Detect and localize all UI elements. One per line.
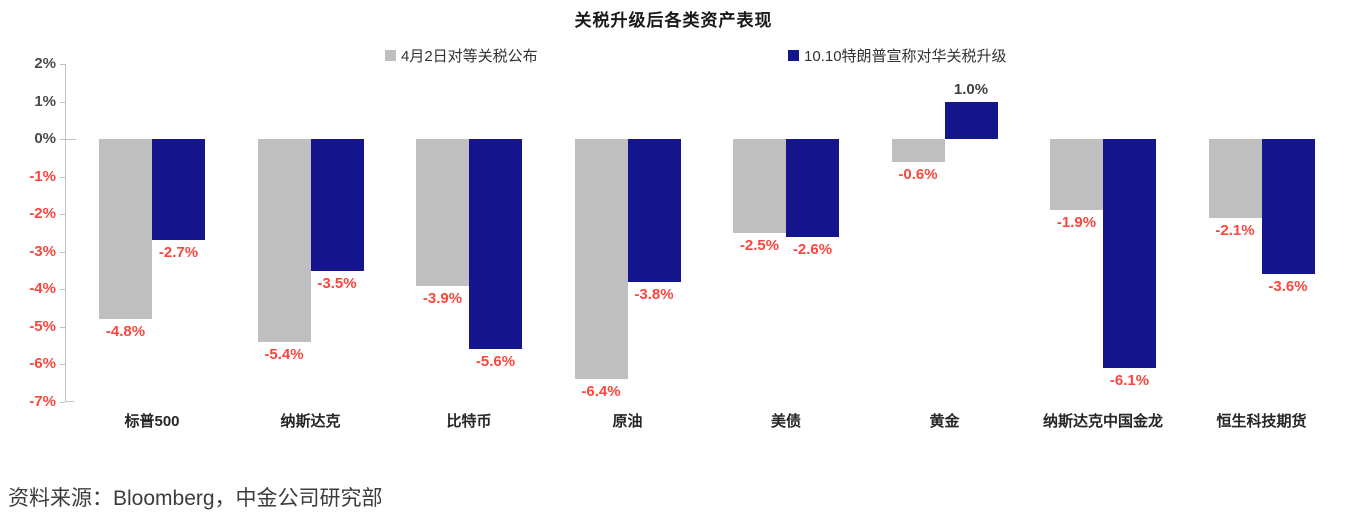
legend-item-april-tariff: 4月2日对等关税公布 [385, 45, 538, 66]
y-axis-tick [60, 289, 65, 291]
axis-bottom-stub [65, 400, 74, 402]
value-label: -2.7% [158, 244, 199, 262]
x-category-label: 原油 [612, 413, 643, 430]
legend-item-october-tariff: 10.10特朗普宣称对华关税升级 [788, 45, 1007, 66]
bar-april-tariff [257, 139, 311, 342]
value-label: -1.9% [1056, 214, 1097, 232]
y-tick-label: -3% [29, 242, 56, 260]
y-axis-tick [60, 364, 65, 366]
y-tick-label: -6% [29, 355, 56, 373]
y-axis-tick [60, 251, 65, 253]
value-label: -5.4% [264, 345, 304, 363]
y-axis-tick [60, 139, 65, 141]
source-note: 资料来源：Bloomberg，中金公司研究部 [8, 487, 383, 510]
bar-april-tariff [1208, 139, 1262, 218]
y-tick-label: -7% [29, 392, 56, 410]
bar-october-tariff [1103, 139, 1156, 369]
y-axis-tick [60, 176, 65, 178]
navy-legend-swatch-icon [788, 50, 799, 61]
zero-line-stub [66, 139, 76, 141]
value-label: -6.1% [1109, 372, 1150, 390]
x-category-label: 标普500 [124, 413, 180, 430]
bar-october-tariff [469, 139, 522, 350]
value-label: -2.1% [1215, 221, 1255, 239]
value-label: -3.5% [317, 274, 357, 292]
bar-october-tariff [1261, 139, 1315, 275]
value-label: -2.5% [739, 236, 780, 254]
bar-april-tariff [891, 139, 945, 162]
bar-october-tariff [786, 139, 839, 237]
x-category-label: 纳斯达克中国金龙 [1042, 413, 1163, 430]
y-axis-tick [60, 401, 65, 403]
x-category-label: 美债 [770, 413, 801, 430]
bar-october-tariff [627, 139, 681, 282]
value-label: -4.8% [105, 323, 146, 341]
y-axis-line [65, 64, 66, 402]
y-tick-label: 2% [34, 55, 56, 72]
x-category-label: 黄金 [929, 413, 960, 430]
y-tick-label: -1% [29, 167, 56, 185]
bar-april-tariff [574, 139, 628, 380]
chart-title: 关税升级后各类资产表现 [574, 11, 773, 30]
value-label: -3.9% [422, 289, 463, 307]
bar-october-tariff [944, 101, 998, 140]
bar-october-tariff [152, 139, 205, 241]
value-label: 1.0% [953, 80, 989, 98]
gray-legend-swatch-icon [385, 50, 396, 61]
y-axis-tick [60, 64, 65, 65]
y-tick-label: 0% [34, 130, 56, 148]
bar-april-tariff [416, 139, 469, 286]
bar-april-tariff [99, 139, 152, 320]
value-label: -5.6% [475, 353, 516, 371]
value-label: -3.6% [1268, 278, 1308, 296]
y-tick-label: -5% [29, 317, 56, 335]
x-category-label: 比特币 [446, 413, 492, 430]
value-label: -0.6% [898, 165, 938, 183]
y-axis-tick [60, 326, 65, 328]
bar-april-tariff [1050, 139, 1103, 211]
x-category-label: 纳斯达克 [280, 413, 341, 430]
y-tick-label: -2% [29, 205, 56, 223]
y-tick-label: -4% [29, 280, 56, 298]
legend-label: 4月2日对等关税公布 [401, 48, 538, 65]
y-axis-tick [60, 214, 65, 216]
legend-label: 10.10特朗普宣称对华关税升级 [804, 48, 1007, 65]
y-axis-tick [60, 101, 65, 103]
value-label: -6.4% [581, 383, 621, 401]
x-category-label: 恒生科技期货 [1216, 413, 1307, 430]
value-label: -2.6% [792, 240, 833, 258]
bar-october-tariff [310, 139, 364, 271]
y-tick-label: 1% [34, 92, 56, 110]
bar-april-tariff [733, 139, 786, 233]
value-label: -3.8% [634, 285, 674, 303]
